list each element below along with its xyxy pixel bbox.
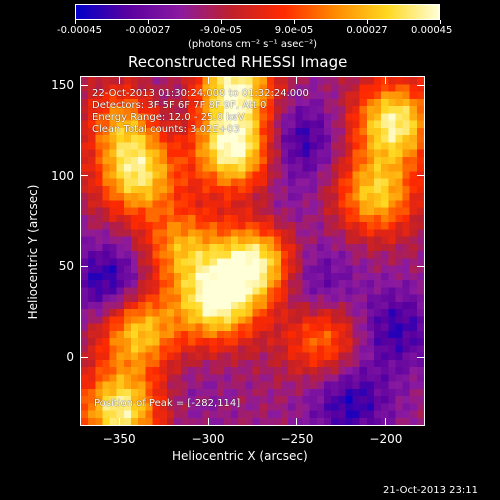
colorbar-tick-label: -0.00045 xyxy=(57,25,102,36)
y-tick-label: 0 xyxy=(66,350,74,365)
annotation-energy: Energy Range: 12.0 - 25.0 keV xyxy=(92,112,245,123)
colorbar-tick-label: 0.00027 xyxy=(346,25,388,36)
y-tick-label: 150 xyxy=(51,78,74,93)
annotation-clean: Clean Total counts: 3.02E+03 xyxy=(92,124,240,135)
y-tick xyxy=(417,175,425,177)
y-tick-label: 100 xyxy=(51,168,74,183)
x-tick-label: −350 xyxy=(102,432,136,446)
colorbar-tick-label: -9.0e-05 xyxy=(200,25,242,36)
chart-title: Reconstructed RHESSI Image xyxy=(128,53,348,71)
colorbar-tick-label: 0.00045 xyxy=(411,25,453,36)
colorbar-tick xyxy=(293,20,295,24)
x-tick xyxy=(207,76,209,84)
colorbar-tick xyxy=(220,20,222,24)
colorbar-gradient xyxy=(76,5,439,19)
x-tick xyxy=(296,76,298,84)
x-axis-label: Heliocentric X (arcsec) xyxy=(172,449,308,463)
x-tick xyxy=(296,418,298,426)
colorbar xyxy=(75,4,440,20)
x-tick xyxy=(385,418,387,426)
y-axis-label: Heliocentric Y (arcsec) xyxy=(26,184,40,320)
y-tick xyxy=(80,175,88,177)
colorbar-units: (photons cm⁻² s⁻¹ asec⁻²) xyxy=(188,39,318,50)
x-tick xyxy=(118,418,120,426)
annotation-detectors: Detectors: 3F 5F 6F 7F 8F 9F, Att 0 xyxy=(92,100,267,111)
colorbar-tick-label: -0.00027 xyxy=(125,25,171,36)
plot-area: 22-Oct-2013 01:30:24.000 to 01:32:24.000… xyxy=(80,76,425,426)
x-tick-label: −300 xyxy=(191,432,225,446)
annotation-time-range: 22-Oct-2013 01:30:24.000 to 01:32:24.000 xyxy=(92,88,309,99)
y-tick xyxy=(417,356,425,358)
colorbar-tick-label: 9.0e-05 xyxy=(274,25,314,36)
x-tick xyxy=(207,418,209,426)
x-tick xyxy=(118,76,120,84)
annotation-peak: Position of Peak = [-282,114] xyxy=(94,398,241,409)
colorbar-tick xyxy=(439,20,441,24)
y-tick xyxy=(80,356,88,358)
heatmap-image xyxy=(81,77,424,425)
y-tick xyxy=(417,265,425,267)
colorbar-tick xyxy=(74,20,76,24)
colorbar-tick xyxy=(147,20,149,24)
y-tick-label: 50 xyxy=(58,259,74,274)
x-tick-label: −200 xyxy=(369,432,403,446)
y-tick xyxy=(80,265,88,267)
footer-timestamp: 21-Oct-2013 23:11 xyxy=(383,485,478,496)
x-tick xyxy=(385,76,387,84)
y-tick xyxy=(417,84,425,86)
colorbar-tick xyxy=(366,20,368,24)
y-tick xyxy=(80,84,88,86)
x-tick-label: −250 xyxy=(280,432,314,446)
